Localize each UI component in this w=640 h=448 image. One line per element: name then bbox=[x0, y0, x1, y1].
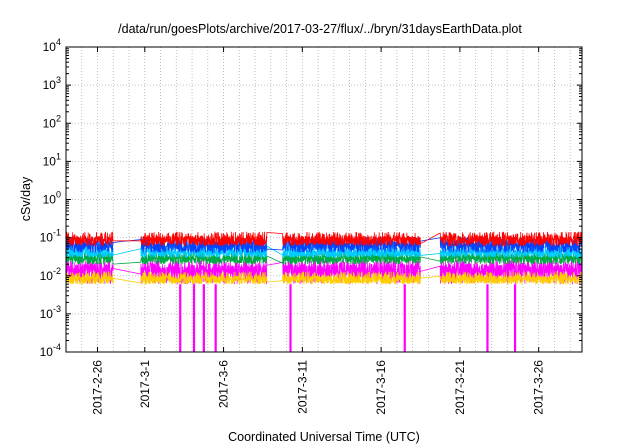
y-tick-label-exponent: -3 bbox=[53, 304, 61, 314]
tick-marks bbox=[66, 46, 582, 353]
plot-area bbox=[66, 231, 582, 352]
y-tick-label-base: 10 bbox=[40, 307, 54, 321]
y-tick-label-base: 10 bbox=[40, 345, 54, 359]
y-tick-label-exponent: 3 bbox=[56, 75, 61, 85]
x-tick-label: 2017-3-16 bbox=[374, 360, 388, 415]
y-tick-label-exponent: 2 bbox=[56, 113, 61, 123]
y-tick-label-base: 10 bbox=[43, 78, 57, 92]
y-tick-label: 104 bbox=[43, 37, 61, 54]
series-line-5 bbox=[66, 231, 582, 248]
series-line-2 bbox=[66, 250, 582, 266]
y-tick-label-base: 10 bbox=[40, 269, 54, 283]
y-tick-label: 101 bbox=[43, 151, 61, 168]
x-tick-label: 2017-3-1 bbox=[138, 360, 152, 408]
x-tick-label: 2017-3-26 bbox=[532, 360, 546, 415]
y-tick-label: 10-4 bbox=[40, 342, 61, 359]
x-tick-label: 2017-3-11 bbox=[295, 360, 309, 414]
y-tick-label: 10-3 bbox=[40, 304, 61, 321]
y-tick-label-exponent: -2 bbox=[53, 266, 61, 276]
x-axis-label: Coordinated Universal Time (UTC) bbox=[228, 430, 420, 444]
y-tick-label-exponent: -4 bbox=[53, 342, 61, 352]
series-line-1 bbox=[66, 270, 582, 286]
y-tick-label-base: 10 bbox=[43, 116, 57, 130]
y-tick-label-exponent: 1 bbox=[56, 151, 61, 161]
grid-lines bbox=[65, 46, 582, 353]
y-tick-label: 102 bbox=[43, 113, 61, 130]
x-tick-label: 2017-3-6 bbox=[217, 360, 231, 408]
y-tick-label-base: 10 bbox=[40, 231, 54, 245]
y-tick-label: 10-2 bbox=[40, 266, 61, 283]
y-tick-label-base: 10 bbox=[43, 40, 57, 54]
y-axis-label: cSv/day bbox=[19, 176, 33, 222]
y-tick-label-base: 10 bbox=[43, 193, 57, 207]
y-tick-label-exponent: -1 bbox=[53, 228, 61, 238]
y-tick-label: 100 bbox=[43, 190, 61, 207]
x-tick-label: 2017-3-21 bbox=[453, 360, 467, 415]
series-line-0 bbox=[66, 259, 582, 285]
y-tick-label-exponent: 0 bbox=[56, 190, 61, 200]
y-tick-label: 10-1 bbox=[40, 228, 61, 245]
y-tick-label: 103 bbox=[43, 75, 61, 92]
chart-title: /data/run/goesPlots/archive/2017-03-27/f… bbox=[118, 22, 522, 36]
y-tick-label-base: 10 bbox=[43, 154, 57, 168]
x-tick-label: 2017-2-26 bbox=[91, 360, 105, 415]
y-tick-label-exponent: 4 bbox=[56, 37, 61, 47]
